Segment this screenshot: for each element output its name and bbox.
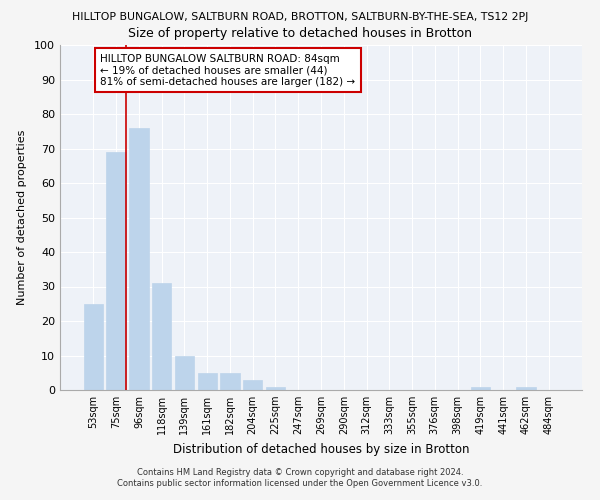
- Bar: [516, 386, 536, 390]
- Bar: [220, 373, 239, 390]
- Bar: [106, 152, 126, 390]
- Text: HILLTOP BUNGALOW SALTBURN ROAD: 84sqm
← 19% of detached houses are smaller (44)
: HILLTOP BUNGALOW SALTBURN ROAD: 84sqm ← …: [100, 54, 355, 87]
- Bar: [175, 356, 194, 390]
- Bar: [470, 386, 490, 390]
- Bar: [152, 283, 172, 390]
- Bar: [84, 304, 103, 390]
- Bar: [197, 373, 217, 390]
- Bar: [129, 128, 149, 390]
- X-axis label: Distribution of detached houses by size in Brotton: Distribution of detached houses by size …: [173, 442, 469, 456]
- Text: Contains HM Land Registry data © Crown copyright and database right 2024.
Contai: Contains HM Land Registry data © Crown c…: [118, 468, 482, 487]
- Y-axis label: Number of detached properties: Number of detached properties: [17, 130, 27, 305]
- Text: HILLTOP BUNGALOW, SALTBURN ROAD, BROTTON, SALTBURN-BY-THE-SEA, TS12 2PJ: HILLTOP BUNGALOW, SALTBURN ROAD, BROTTON…: [72, 12, 528, 22]
- Bar: [243, 380, 262, 390]
- Bar: [266, 386, 285, 390]
- Text: Size of property relative to detached houses in Brotton: Size of property relative to detached ho…: [128, 28, 472, 40]
